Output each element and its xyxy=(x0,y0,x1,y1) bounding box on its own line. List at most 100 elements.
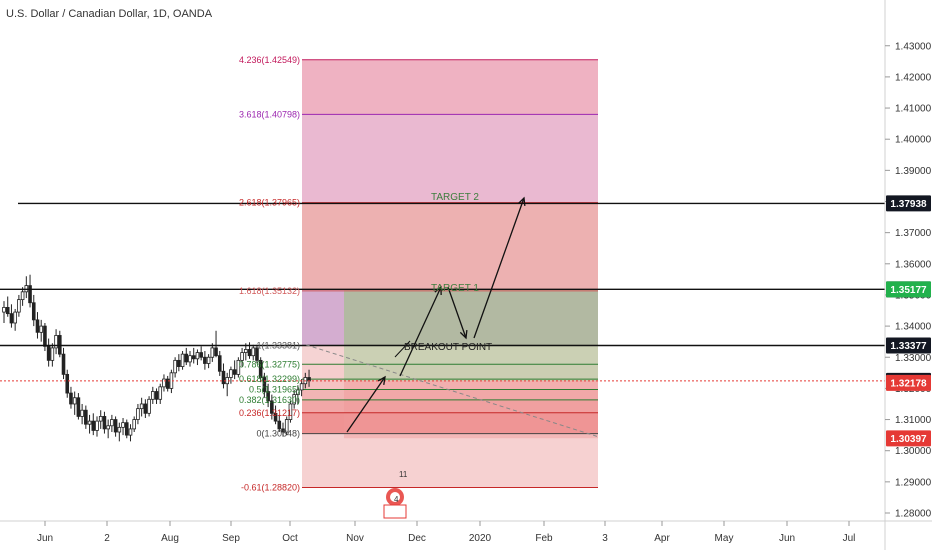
candle-body xyxy=(296,389,300,396)
price-badge-label: 1.33377 xyxy=(890,341,927,352)
candle-body xyxy=(121,422,125,428)
candle-body xyxy=(80,409,84,417)
candle-body xyxy=(195,352,200,360)
fib-band xyxy=(302,399,598,413)
candle-body xyxy=(217,355,222,372)
x-tick-label: Nov xyxy=(346,533,364,544)
price-badge-bg xyxy=(886,195,931,212)
arrow-to-target1-head xyxy=(434,285,442,296)
fib-level-label: 2.618(1.37965) xyxy=(239,198,300,208)
y-tick-label: 1.39000 xyxy=(895,166,932,177)
price-badge-bg xyxy=(886,281,931,298)
candle-body xyxy=(158,386,163,400)
candle-body xyxy=(266,391,270,402)
y-tick-label: 1.37000 xyxy=(895,228,932,239)
candle-body xyxy=(188,355,192,363)
y-tick-label: 1.43000 xyxy=(895,41,932,52)
candle-body xyxy=(17,299,21,313)
candle-body xyxy=(65,373,70,394)
fib-level-label: -0.61(1.28820) xyxy=(241,482,300,492)
fib-band xyxy=(302,59,598,115)
candle-body xyxy=(210,347,215,358)
candle-body xyxy=(76,397,81,417)
position-zone-purple xyxy=(302,289,344,346)
y-tick-label: 1.29000 xyxy=(895,477,932,488)
y-tick-label: 1.40000 xyxy=(895,135,932,146)
candle-body xyxy=(270,400,274,414)
x-tick-label: Feb xyxy=(535,533,553,544)
fib-level-label: 0(1.30548) xyxy=(256,429,300,439)
candle-body xyxy=(288,403,293,420)
y-tick-label: 1.28000 xyxy=(895,509,932,520)
candle-body xyxy=(232,369,237,375)
price-badge-bg xyxy=(886,430,931,447)
price-badge: 1.32178 xyxy=(886,374,931,391)
candle-body xyxy=(128,428,133,436)
fib-band xyxy=(302,412,598,434)
candle-body xyxy=(110,419,114,427)
y-tick-label: 1.34000 xyxy=(895,322,932,333)
candle-body xyxy=(113,419,118,433)
arrow-rally-head xyxy=(377,375,386,386)
candle-body xyxy=(28,285,32,304)
candle-body xyxy=(84,409,88,425)
candle-body xyxy=(240,352,244,361)
event-marker-icon xyxy=(383,488,407,519)
candle-body xyxy=(184,353,189,363)
y-tick-label: 1.31000 xyxy=(895,415,932,426)
price-badge: 1.37938 xyxy=(886,195,931,212)
chart-title: U.S. Dollar / Canadian Dollar, 1D, OANDA xyxy=(6,8,213,20)
profit-zone xyxy=(344,345,598,381)
candle-body xyxy=(106,425,110,430)
target2-label: TARGET 2 xyxy=(431,192,479,203)
x-tick-label: Jul xyxy=(843,533,856,544)
x-tick-label: Jun xyxy=(779,533,795,544)
fib-band xyxy=(302,379,598,390)
candle-body xyxy=(9,313,14,324)
event-marker-box xyxy=(383,504,407,519)
candle-body xyxy=(247,349,252,357)
arrow-pullback xyxy=(447,286,467,339)
candle-body xyxy=(165,378,170,389)
x-tick-label: Jun xyxy=(37,533,53,544)
target1-label: TARGET 1 xyxy=(431,283,479,294)
arrow-rally xyxy=(346,376,386,433)
candle-body xyxy=(132,419,137,430)
candle-body xyxy=(2,307,6,313)
y-tick-label: 1.42000 xyxy=(895,72,932,83)
fib-level-label: 4.236(1.42549) xyxy=(239,55,300,65)
x-tick-label: May xyxy=(715,533,734,544)
fib-level-label: 1.618(1.35132) xyxy=(239,286,300,296)
arrow-to-target2-head xyxy=(517,196,526,207)
candle-body xyxy=(58,335,62,355)
candle-body xyxy=(13,311,17,324)
fib-band xyxy=(302,114,598,203)
candle-body xyxy=(54,335,58,349)
fib-level-label: 0.236(1.31217) xyxy=(239,408,300,418)
price-badge: 1.35177 xyxy=(886,281,931,298)
candle-body xyxy=(91,420,96,431)
fib-level-label: 0.786(1.32775) xyxy=(239,359,300,369)
event-marker-count: 11 xyxy=(399,470,408,479)
x-tick-label: 2020 xyxy=(469,533,492,544)
arrow-pullback-head xyxy=(459,329,468,340)
candle-body xyxy=(102,416,107,430)
candle-body xyxy=(262,377,267,392)
candle-body xyxy=(307,377,311,382)
trend-line xyxy=(305,344,599,438)
breakout-pointer xyxy=(394,340,411,358)
candle-body xyxy=(43,325,47,347)
candle-body xyxy=(243,349,248,353)
candle-body xyxy=(191,355,196,360)
fib-level-label: 1(1.33381) xyxy=(256,340,300,350)
arrow-to-target1 xyxy=(399,286,442,377)
price-badge: 1.30397 xyxy=(886,430,931,447)
breakout-label: BREAKOUT POINT xyxy=(404,342,492,353)
candle-body xyxy=(39,325,43,333)
candle-body xyxy=(61,353,66,375)
fib-band xyxy=(302,389,598,400)
candle-body xyxy=(124,422,129,436)
candle-body xyxy=(292,394,296,405)
candle-body xyxy=(136,408,140,420)
